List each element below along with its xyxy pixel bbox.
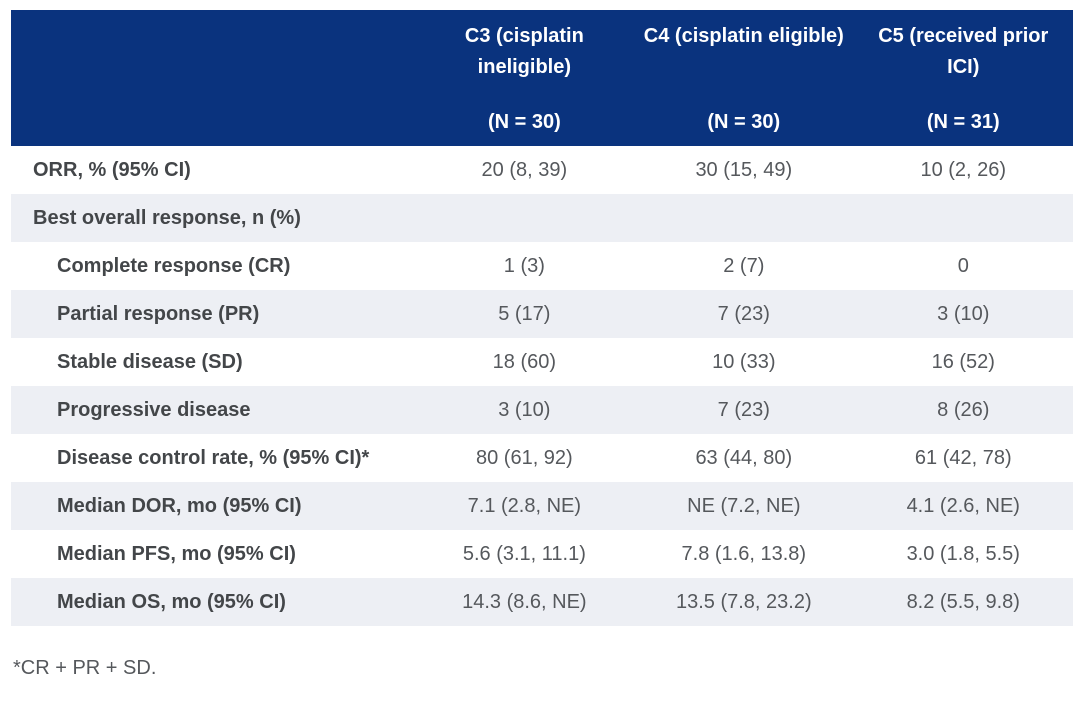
row-label: ORR, % (95% CI) [33,159,191,181]
row-value: 5 (17) [498,303,551,325]
row-value: 8.2 (5.5, 9.8) [906,591,1020,613]
table-row: Disease control rate, % (95% CI)* 80 (61,… [11,434,1073,482]
row-value: NE (7.2, NE) [687,495,801,517]
row-label: Median OS, mo (95% CI) [57,591,286,613]
header-row: C3 (cisplatin ineligible) (N = 30) C4 (cis… [11,10,1073,146]
row-value: 0 [957,255,969,277]
page: C3 (cisplatin ineligible) (N = 30) C4 (cis… [11,10,1073,679]
table-row: Progressive disease 3 (10) 7 (23) 8 (26) [11,386,1073,434]
table-row: Complete response (CR) 1 (3) 2 (7) 0 [11,242,1073,290]
row-value: 10 (33) [712,351,776,373]
row-value: 80 (61, 92) [475,447,573,469]
column-header: C5 (received prior ICI) (N = 31) [853,10,1073,146]
row-label: Median PFS, mo (95% CI) [57,543,296,565]
column-n-count: (N = 30) [707,111,781,133]
table-row: Best overall response, n (%) [11,194,1073,242]
row-label: Complete response (CR) [57,255,291,277]
row-value: 3.0 (1.8, 5.5) [906,543,1020,565]
row-value [634,194,853,242]
row-value: 10 (2, 26) [920,159,1007,181]
row-label: Progressive disease [57,399,251,421]
row-value: 16 (52) [931,351,995,373]
results-table: C3 (cisplatin ineligible) (N = 30) C4 (cis… [11,10,1073,626]
row-value: 30 (15, 49) [695,159,793,181]
row-value: 7.1 (2.8, NE) [467,495,582,517]
row-label: Median DOR, mo (95% CI) [57,495,302,517]
column-title: C3 (cisplatin ineligible) [464,25,584,78]
table-footnote: *CR + PR + SD. [13,657,157,679]
column-title: C4 (cisplatin eligible) [643,25,844,47]
table-row: Median OS, mo (95% CI) 14.3 (8.6, NE) 13.5… [11,578,1073,626]
row-value: 3 (10) [498,399,551,421]
table-row: Partial response (PR) 5 (17) 7 (23) 3 (10) [11,290,1073,338]
table-row: Median DOR, mo (95% CI) 7.1 (2.8, NE) NE (… [11,482,1073,530]
row-label: Stable disease (SD) [57,351,243,373]
column-n-count: (N = 31) [926,111,1000,133]
row-value: 4.1 (2.6, NE) [906,495,1020,517]
row-value: 61 (42, 78) [914,447,1012,469]
row-value: 5.6 (3.1, 11.1) [462,543,586,565]
column-title: C5 (received prior ICI) [878,25,1049,78]
row-value [854,194,1073,242]
column-n-count: (N = 30) [487,111,561,133]
table-row: Stable disease (SD) 18 (60) 10 (33) 16 (52) [11,338,1073,386]
row-label: Partial response (PR) [57,303,260,325]
row-value: 2 (7) [723,255,765,277]
row-value: 14.3 (8.6, NE) [462,591,587,613]
row-value: 20 (8, 39) [481,159,568,181]
row-value: 63 (44, 80) [695,447,793,469]
row-label: Best overall response, n (%) [33,207,301,229]
row-value: 7 (23) [717,303,770,325]
row-value: 1 (3) [503,255,545,277]
column-header: C3 (cisplatin ineligible) (N = 30) [414,10,635,146]
header-empty-cell [11,10,415,146]
row-value: 3 (10) [937,303,990,325]
row-value [415,194,634,242]
row-label: Disease control rate, % (95% CI)* [57,447,370,469]
table-row: ORR, % (95% CI) 20 (8, 39) 30 (15, 49) 10 (… [11,146,1073,194]
row-value: 7 (23) [717,399,770,421]
row-value: 13.5 (7.8, 23.2) [675,591,812,613]
table-row: Median PFS, mo (95% CI) 5.6 (3.1, 11.1) 7.… [11,530,1073,578]
table-body: ORR, % (95% CI) 20 (8, 39) 30 (15, 49) 10 (… [11,146,1073,626]
row-value: 7.8 (1.6, 13.8) [681,543,807,565]
row-value: 18 (60) [492,351,557,373]
row-value: 8 (26) [937,399,990,421]
table-header: C3 (cisplatin ineligible) (N = 30) C4 (cis… [11,10,1073,146]
column-header: C4 (cisplatin eligible) (N = 30) [634,10,854,146]
